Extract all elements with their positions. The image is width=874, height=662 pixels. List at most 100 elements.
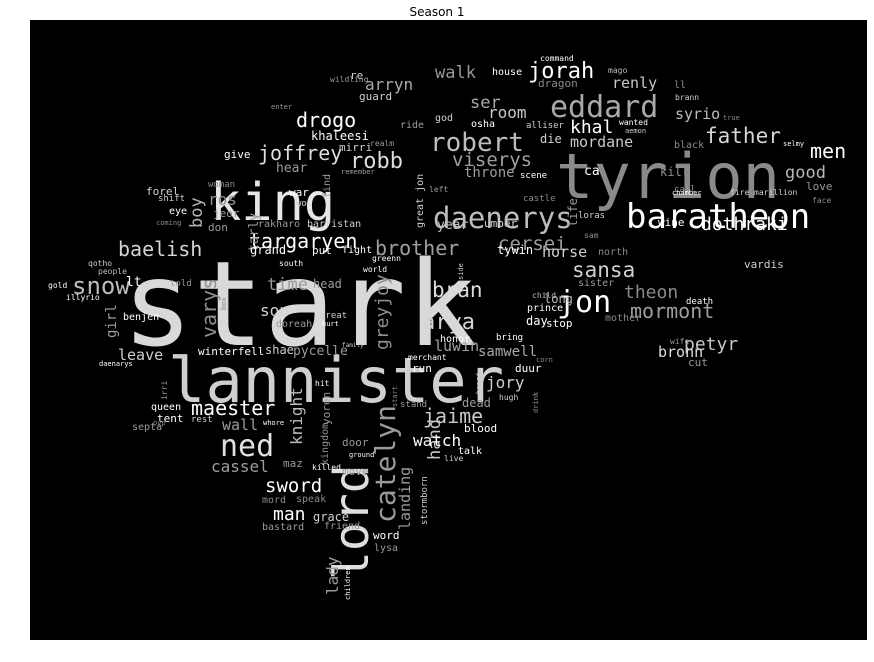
word-pycelle: pycelle bbox=[293, 344, 348, 359]
word-hugh: hugh bbox=[499, 393, 518, 402]
word-shift: shift bbox=[158, 194, 185, 204]
word-woman: woman bbox=[208, 180, 235, 190]
word-wo: wo bbox=[296, 199, 307, 209]
word-ca: ca bbox=[584, 164, 600, 179]
word-blood: blood bbox=[464, 422, 497, 435]
word-killed: killed bbox=[312, 463, 341, 472]
word-hurt: hurt bbox=[322, 320, 339, 328]
word-wildling: wildling bbox=[330, 75, 369, 84]
word-guard: guard bbox=[359, 90, 392, 103]
word-irri: irri bbox=[160, 381, 169, 400]
word-bring: bring bbox=[496, 333, 523, 343]
word-samwell: samwell bbox=[478, 344, 537, 360]
word-rest: rest bbox=[191, 415, 213, 425]
word-head: head bbox=[313, 277, 342, 291]
word-stand: stand bbox=[400, 400, 427, 410]
word-tyrion: tyrion bbox=[556, 140, 780, 213]
word-khal: khal bbox=[570, 117, 613, 138]
word-fire: fire bbox=[730, 188, 749, 197]
word-varys: varys bbox=[197, 278, 221, 338]
word-put: put bbox=[312, 244, 332, 257]
word-give: give bbox=[224, 148, 251, 161]
word-loras: loras bbox=[578, 211, 605, 221]
word-jon: jon bbox=[557, 285, 611, 320]
word-true: true bbox=[723, 114, 740, 122]
word-pyp: pyp bbox=[153, 419, 166, 427]
word-boy: boy bbox=[187, 197, 207, 228]
word-door: door bbox=[342, 436, 369, 449]
word-enter: enter bbox=[271, 103, 292, 111]
word-mother: mother bbox=[605, 313, 641, 324]
word-son: son bbox=[260, 301, 289, 320]
word-throne: throne bbox=[464, 165, 515, 181]
word-bastard: bastard bbox=[262, 522, 304, 533]
word-barristan: barristan bbox=[307, 219, 361, 230]
word-vardis: vardis bbox=[744, 258, 784, 271]
word-south: south bbox=[279, 259, 303, 268]
word-men: men bbox=[810, 139, 846, 163]
word-leave: leave bbox=[118, 346, 163, 364]
word-ll: ll bbox=[674, 80, 686, 91]
word-lady: lady bbox=[323, 556, 342, 595]
word-girl: girl bbox=[104, 304, 120, 338]
word-doreah: doreah bbox=[276, 319, 312, 330]
word-khaleesi: khaleesi bbox=[311, 129, 369, 143]
word-gold: gold bbox=[48, 281, 67, 290]
word-call: call bbox=[674, 185, 696, 195]
word-good: good bbox=[785, 163, 826, 183]
word-viserys: viserys bbox=[452, 149, 532, 171]
word-jeor: jeor bbox=[213, 207, 240, 220]
word-talk: talk bbox=[458, 446, 482, 457]
word-osha: osha bbox=[471, 119, 495, 130]
word-baratheon: baratheon bbox=[626, 197, 810, 237]
word-snow: snow bbox=[72, 272, 130, 300]
word-ride: ride bbox=[400, 120, 424, 131]
word-bran: bran bbox=[432, 278, 483, 302]
word-told: told bbox=[170, 279, 192, 289]
word-illyrio: illyrio bbox=[66, 293, 100, 302]
word-landing: landing bbox=[396, 467, 414, 530]
word-arya: arya bbox=[422, 310, 475, 335]
word-mormont: mormont bbox=[630, 299, 714, 323]
word-coming: coming bbox=[156, 219, 181, 227]
word-yoren: yoren bbox=[320, 392, 333, 425]
word-queen: queen bbox=[151, 402, 181, 413]
word-cloud-canvas: stark lannister tyrion king lord baratheon edd… bbox=[30, 20, 867, 640]
word-drogo: drogo bbox=[296, 108, 356, 132]
word-septa: septa bbox=[132, 422, 162, 433]
word-alliser: alliser bbox=[526, 121, 565, 131]
word-mord: mord bbox=[262, 495, 286, 506]
word-stop: stop bbox=[546, 317, 573, 330]
word-cersei: cersei bbox=[498, 233, 567, 255]
word-stormborn: stormborn bbox=[420, 476, 430, 525]
word-find: find bbox=[322, 174, 333, 198]
word-daenarys: daenarys bbox=[99, 360, 133, 368]
word-grand: grand bbox=[250, 243, 286, 257]
word-watch: watch bbox=[413, 431, 461, 450]
word-rakharo: rakharo bbox=[258, 219, 300, 230]
word-eddard: eddard bbox=[550, 90, 658, 125]
word-start: start bbox=[391, 386, 399, 407]
word-daenerys: daenerys bbox=[433, 201, 573, 235]
word-mago: mago bbox=[608, 66, 627, 75]
word-death: death bbox=[686, 297, 713, 307]
word-love: love bbox=[806, 180, 833, 193]
word-realm: realm bbox=[370, 139, 394, 148]
word-tent: tent bbox=[157, 412, 184, 425]
word-mirri: mirri bbox=[339, 141, 372, 154]
word-ros: ros bbox=[208, 190, 237, 209]
word-war: war bbox=[289, 186, 309, 199]
word-ned: ned bbox=[220, 429, 274, 464]
word-year: year bbox=[437, 218, 468, 233]
word-move: move bbox=[342, 465, 369, 478]
word-dead: dead bbox=[462, 396, 491, 410]
word-side: side bbox=[457, 263, 465, 280]
word-life: life bbox=[566, 198, 580, 227]
word-stark: stark bbox=[122, 235, 477, 373]
figure-title: Season 1 bbox=[409, 5, 465, 19]
word-walk: walk bbox=[435, 63, 476, 83]
word-honor: honor bbox=[440, 334, 470, 345]
word-children: children bbox=[344, 566, 352, 600]
word-father: father bbox=[705, 124, 781, 148]
